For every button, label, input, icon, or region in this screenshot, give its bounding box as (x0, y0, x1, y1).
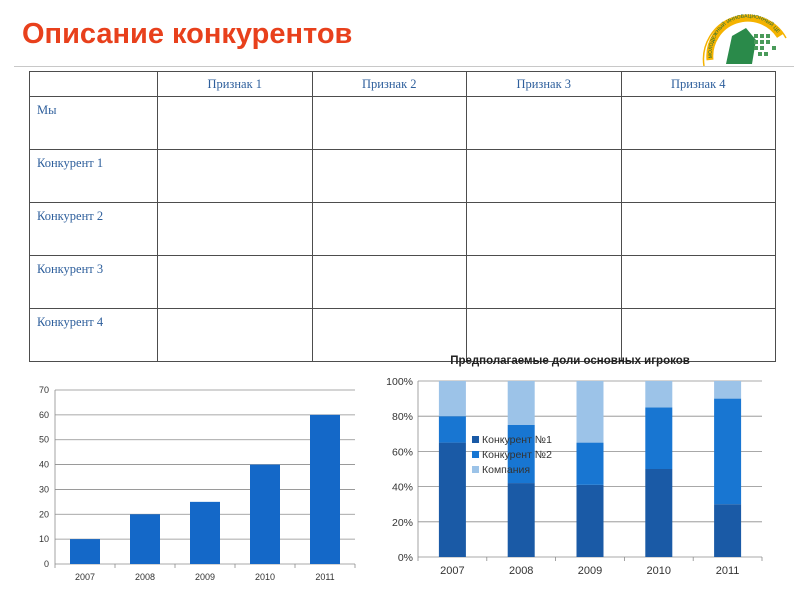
bar-segment (576, 484, 604, 557)
table-cell (157, 96, 313, 150)
logo: МОЛОДЕЖНЫЙ ИННОВАЦИОННЫЙ ЦЕНТР (696, 6, 787, 67)
x-tick-label: 2010 (647, 565, 671, 577)
x-tick-label: 2008 (509, 565, 533, 577)
bar-segment (438, 416, 466, 443)
y-tick-label: 80% (392, 411, 413, 423)
table-cell (466, 308, 622, 362)
table-cell (157, 202, 313, 256)
bar-segment (714, 504, 742, 557)
table-row: Конкурент 1 (29, 149, 776, 203)
market-share-chart: Предполагаемые доли основных игроков 0% 20… (386, 355, 763, 577)
header-divider (14, 66, 794, 67)
y-tick-label: 50 (39, 435, 49, 445)
y-tick-label: 0% (398, 552, 413, 564)
table-cell (466, 149, 622, 203)
x-tick-label: 2011 (315, 572, 334, 582)
x-tick-label: 2009 (195, 572, 215, 582)
bar-segment (507, 483, 535, 557)
y-tick-label: 40 (39, 460, 49, 470)
y-tick-label: 10 (39, 534, 49, 544)
table-cell (311, 202, 467, 256)
row-label: Конкурент 3 (29, 255, 158, 309)
bar (310, 414, 340, 564)
row-label: Мы (29, 96, 158, 150)
table-cell (466, 202, 622, 256)
y-tick-label: 60% (392, 446, 413, 458)
table-cell (311, 96, 467, 150)
table-row: Конкурент 3 (29, 255, 776, 309)
bar (70, 539, 100, 564)
table-cell (157, 308, 313, 362)
table-cell (466, 255, 622, 309)
x-tick-label: 2011 (716, 565, 740, 577)
legend-label: Конкурент №2 (482, 449, 552, 461)
row-label: Конкурент 4 (29, 308, 158, 362)
bar (190, 501, 220, 564)
legend-swatch (472, 436, 479, 443)
y-tick-label: 20% (392, 517, 413, 529)
chart-title: Предполагаемые доли основных игроков (450, 355, 690, 367)
bar (130, 514, 160, 564)
x-tick-label: 2010 (255, 572, 275, 582)
header-cell: Признак 3 (466, 71, 622, 97)
bar-segment (645, 407, 673, 469)
table-cell (620, 255, 776, 309)
table-cell (311, 255, 467, 309)
legend-label: Компания (482, 464, 530, 476)
bar-segment (438, 381, 466, 417)
table-cell (157, 149, 313, 203)
header-cell (29, 71, 158, 97)
table-cell (620, 202, 776, 256)
bar-segment (576, 381, 604, 443)
bar-segment (507, 425, 535, 484)
bar-segment (507, 381, 535, 425)
y-tick-label: 70 (39, 385, 49, 395)
bar-segment (645, 469, 673, 557)
y-tick-label: 30 (39, 484, 49, 494)
header-cell: Признак 1 (157, 71, 313, 97)
legend-swatch (472, 451, 479, 458)
table-row: Мы (29, 96, 776, 150)
table-cell (620, 308, 776, 362)
y-tick-label: 20 (39, 509, 49, 519)
x-tick-label: 2009 (578, 565, 602, 577)
header-cell: Признак 2 (311, 71, 467, 97)
header-cell: Признак 4 (620, 71, 776, 97)
table-cell (620, 96, 776, 150)
growth-bar-chart: 0 10 20 30 40 50 60 70 2007 2008 2009 2010 2011 (39, 385, 356, 582)
bar-segment (438, 442, 466, 557)
bar-segment (576, 442, 604, 485)
x-tick-label: 2007 (75, 572, 95, 582)
legend-swatch (472, 466, 479, 473)
y-tick-label: 60 (39, 410, 49, 420)
legend-label: Конкурент №1 (482, 434, 552, 446)
table-row: Конкурент 2 (29, 202, 776, 256)
row-label: Конкурент 2 (29, 202, 158, 256)
table-cell (620, 149, 776, 203)
y-tick-label: 40% (392, 482, 413, 494)
table-cell (311, 149, 467, 203)
table-cell (157, 255, 313, 309)
page-title: Описание конкурентов (22, 18, 353, 50)
x-tick-label: 2008 (135, 572, 155, 582)
bar-segment (714, 381, 742, 399)
row-label: Конкурент 1 (29, 149, 158, 203)
table-row: Конкурент 4 (29, 308, 776, 362)
table-header-row: Признак 1 Признак 2 Признак 3 Признак 4 (29, 71, 776, 97)
competitor-table: Признак 1 Признак 2 Признак 3 Признак 4 … (29, 71, 776, 362)
bar-segment (714, 398, 742, 505)
bar-segment (645, 381, 673, 408)
y-tick-label: 100% (386, 376, 413, 388)
table-cell (466, 96, 622, 150)
y-tick-label: 0 (44, 559, 49, 569)
x-tick-label: 2007 (440, 565, 464, 577)
bar (250, 464, 280, 564)
